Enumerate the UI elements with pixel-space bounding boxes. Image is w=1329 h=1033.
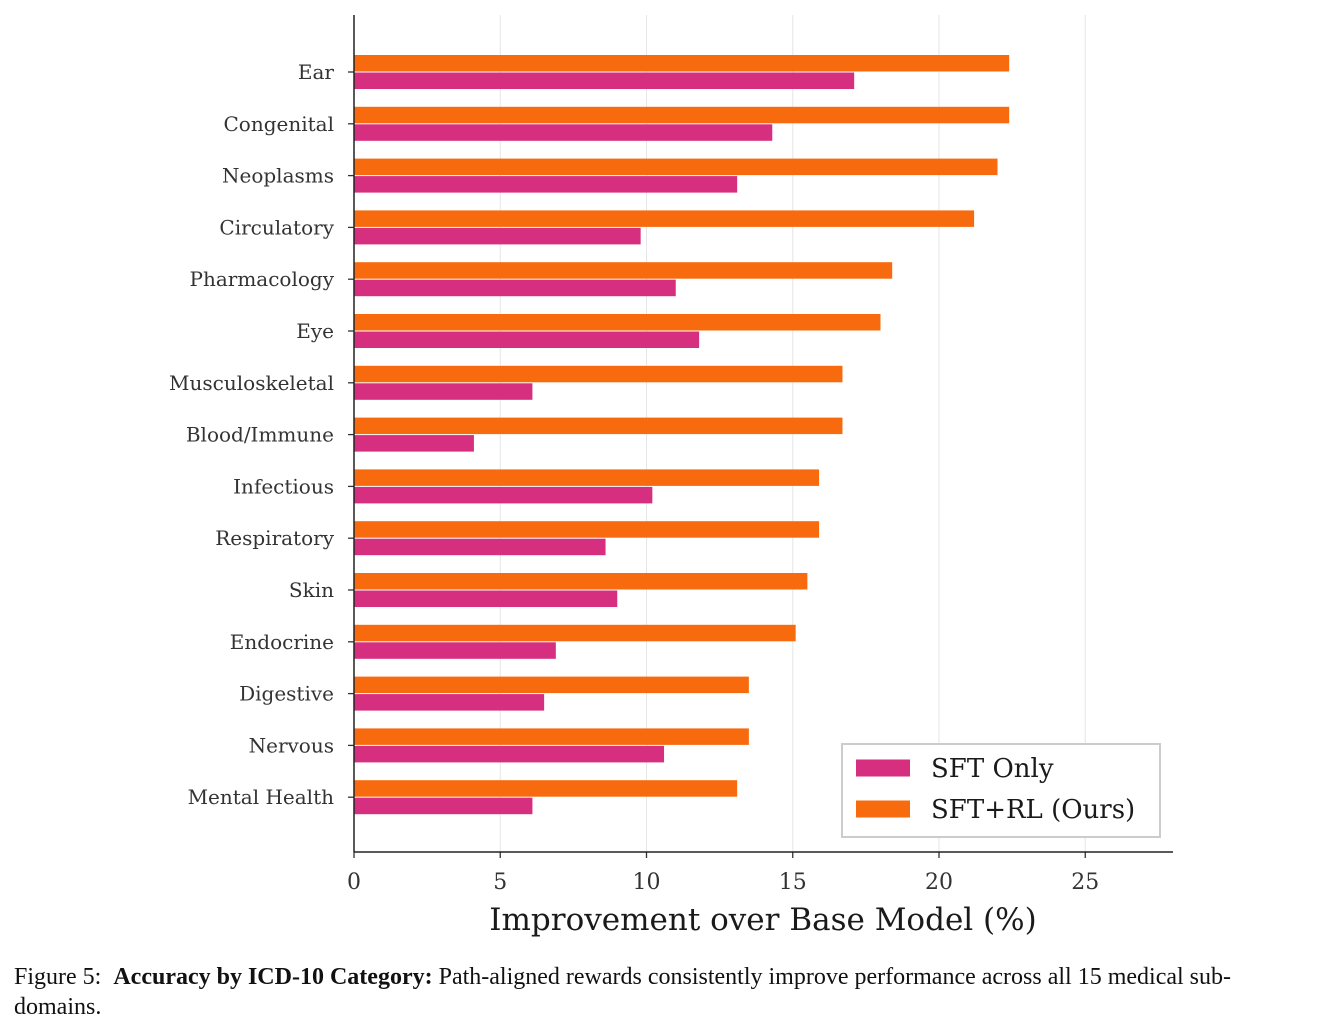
bar-sft-rl bbox=[354, 573, 808, 590]
category-label: Eye bbox=[296, 319, 334, 343]
bar-sft-only bbox=[354, 694, 545, 711]
bar-sft-only bbox=[354, 745, 665, 763]
category-label: Neoplasms bbox=[222, 164, 334, 188]
category-label: Nervous bbox=[249, 733, 334, 757]
bar-sft-only bbox=[354, 435, 474, 452]
bar-sft-rl bbox=[354, 780, 738, 797]
category-label: Blood/Immune bbox=[186, 423, 334, 447]
bar-sft-rl bbox=[354, 314, 881, 331]
bar-sft-rl bbox=[354, 158, 998, 176]
x-tick-labels: 0 5 10 15 20 25 bbox=[347, 870, 1099, 895]
legend: SFT Only SFT+RL (Ours) bbox=[841, 743, 1161, 838]
bar-sft-rl bbox=[354, 210, 975, 227]
category-labels: Ear Congenital Neoplasms Circulatory Pharmac… bbox=[169, 60, 335, 809]
caption-text: Path-aligned rewards consistently improv… bbox=[14, 964, 1232, 1020]
legend-label: SFT+RL (Ours) bbox=[931, 795, 1135, 825]
caption-prefix: Figure 5: bbox=[14, 964, 102, 990]
x-axis-title: Improvement over Base Model (%) bbox=[489, 902, 1036, 938]
bar-sft-only bbox=[354, 227, 641, 245]
x-tick-label: 5 bbox=[493, 870, 507, 895]
bar-sft-rl bbox=[354, 417, 843, 435]
x-tick-label: 20 bbox=[925, 870, 953, 895]
bar-sft-only bbox=[354, 538, 606, 556]
bar-sft-only bbox=[354, 124, 773, 141]
bar-sft-only bbox=[354, 797, 533, 815]
caption-bold: Accuracy by ICD-10 Category: bbox=[113, 964, 433, 990]
x-tick-label: 0 bbox=[347, 870, 361, 895]
bar-sft-only bbox=[354, 383, 533, 400]
bar-sft-only bbox=[354, 590, 618, 607]
category-label: Musculoskeletal bbox=[169, 371, 334, 395]
category-label: Mental Health bbox=[188, 785, 335, 809]
bar-chart: Ear Congenital Neoplasms Circulatory Pharmac… bbox=[169, 15, 1173, 938]
bar-sft-rl bbox=[354, 469, 820, 486]
bar-sft-rl bbox=[354, 521, 820, 538]
bar-sft-only bbox=[354, 486, 653, 504]
bar-sft-rl bbox=[354, 106, 1010, 124]
category-label: Digestive bbox=[239, 682, 334, 706]
bar-sft-rl bbox=[354, 365, 843, 383]
legend-label: SFT Only bbox=[931, 754, 1054, 784]
legend-swatch bbox=[856, 759, 910, 777]
bar-sft-rl bbox=[354, 262, 893, 279]
figure-caption: Figure 5: Accuracy by ICD-10 Category: P… bbox=[14, 962, 1314, 1022]
bar-sft-rl bbox=[354, 676, 749, 694]
x-tick-label: 10 bbox=[633, 870, 661, 895]
category-label: Respiratory bbox=[215, 526, 334, 550]
bar-sft-only bbox=[354, 279, 676, 297]
legend-swatch bbox=[856, 800, 910, 818]
bar-sft-rl bbox=[354, 55, 1010, 72]
bar-sft-only bbox=[354, 331, 700, 348]
bar-sft-only bbox=[354, 642, 556, 659]
bar-sft-only bbox=[354, 176, 738, 193]
bar-sft-rl bbox=[354, 728, 749, 745]
bars bbox=[354, 55, 1010, 815]
x-tick-label: 15 bbox=[779, 870, 807, 895]
category-label: Pharmacology bbox=[190, 267, 335, 291]
x-tick-label: 25 bbox=[1071, 870, 1099, 895]
category-label: Congenital bbox=[224, 112, 335, 136]
category-label: Ear bbox=[298, 60, 335, 84]
category-label: Infectious bbox=[233, 474, 334, 498]
category-label: Endocrine bbox=[230, 630, 334, 654]
bar-sft-rl bbox=[354, 624, 796, 642]
category-label: Skin bbox=[289, 578, 334, 602]
bar-sft-only bbox=[354, 72, 855, 89]
axes bbox=[348, 15, 1173, 858]
category-label: Circulatory bbox=[219, 215, 334, 239]
